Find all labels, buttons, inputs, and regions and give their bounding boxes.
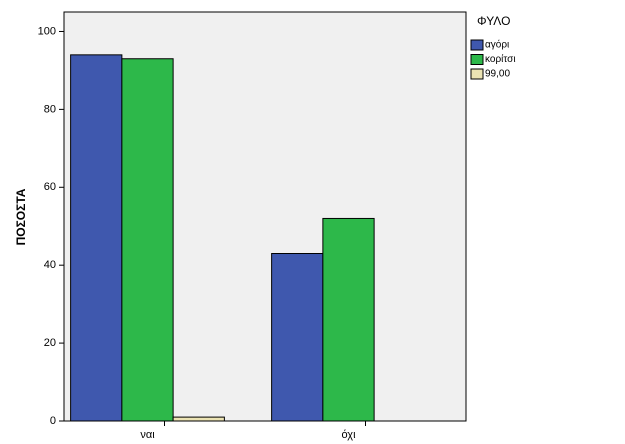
x-tick-label: ναι <box>140 429 155 441</box>
legend-swatch <box>470 54 484 65</box>
y-axis-label: ΠΟΣΟΣΤΑ <box>14 188 28 245</box>
y-tick-label: 20 <box>44 337 56 349</box>
bar <box>121 58 174 422</box>
y-tick-label: 40 <box>44 259 56 271</box>
bar <box>271 253 324 422</box>
bar <box>322 217 375 422</box>
x-tick-label: όχι <box>341 429 356 441</box>
y-tick-label: 100 <box>38 25 56 37</box>
y-tick-label: 80 <box>44 103 56 115</box>
legend-swatch <box>470 39 484 51</box>
legend-swatch <box>470 68 484 80</box>
bar <box>172 416 225 422</box>
legend-title: ΦΥΛΟ <box>477 14 510 28</box>
legend-label: 99,00 <box>485 69 510 80</box>
y-tick-label: 0 <box>50 415 56 427</box>
bar <box>70 54 123 422</box>
y-tick-label: 60 <box>44 181 56 193</box>
legend-label: κορίτσι <box>485 53 516 65</box>
legend-label: αγόρι <box>485 39 509 51</box>
